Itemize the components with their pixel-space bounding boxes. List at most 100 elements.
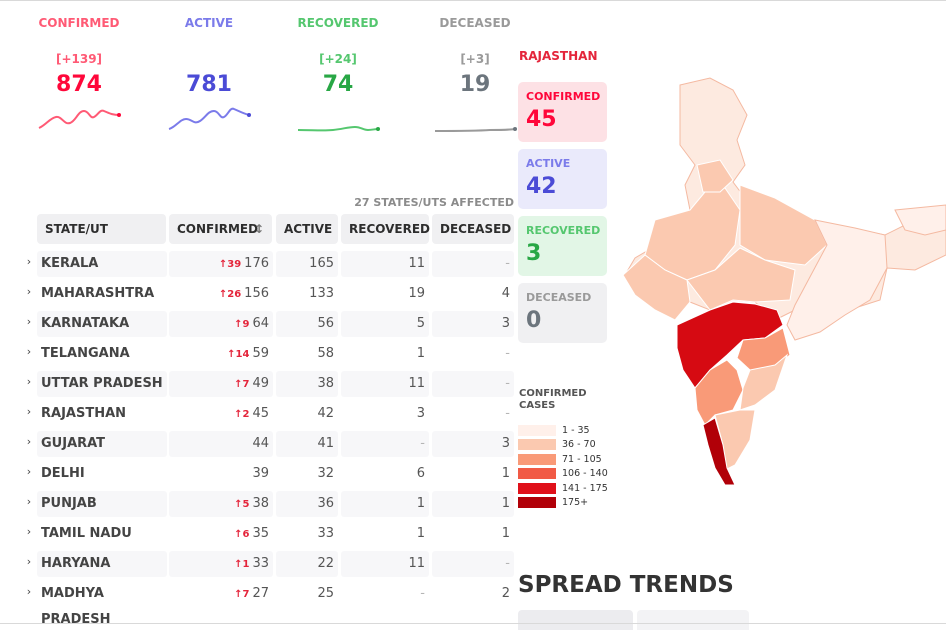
header-deceased-label: DECEASED (440, 222, 512, 236)
delta-up-icon: ↑ (234, 379, 243, 390)
state-deceased-value: 0 (526, 308, 542, 333)
legend-item: 175+ (518, 496, 608, 511)
chevron-right-icon[interactable]: › (26, 405, 32, 418)
table-row[interactable]: › TAMIL NADU ↑6 35 33 1 1 (22, 521, 514, 547)
header-active[interactable]: ACTIVE (276, 214, 338, 244)
table-row[interactable]: › MAHARASHTRA ↑26 156 133 19 4 (22, 281, 514, 307)
cell-state: TELANGANA (41, 346, 130, 361)
legend-item: 1 - 35 (518, 423, 608, 438)
chevron-right-icon[interactable]: › (26, 435, 32, 448)
cell-recovered: 3 (416, 406, 425, 421)
trend-tab-2[interactable] (637, 610, 749, 630)
header-recovered[interactable]: RECOVERED (341, 214, 430, 244)
stat-active: ACTIVE 781 (149, 16, 269, 135)
delta-up-icon: ↑ (234, 319, 243, 330)
cell-confirmed-value: 39 (252, 466, 269, 481)
cell-confirmed-value: 156 (244, 286, 269, 301)
chevron-right-icon[interactable]: › (26, 375, 32, 388)
active-sparkline (168, 107, 251, 130)
chevron-right-icon[interactable]: › (26, 255, 32, 268)
table-row[interactable]: › RAJASTHAN ↑2 45 42 3 - (22, 401, 514, 427)
cell-recovered: - (420, 586, 425, 601)
table-row[interactable]: › MADHYA PRADESH ↑7 27 25 - 2 (22, 581, 514, 627)
cell-active: 42 (317, 406, 334, 421)
table-row[interactable]: › GUJARAT 44 41-3 (22, 431, 514, 457)
cell-confirmed-delta: 39 (227, 259, 242, 270)
states-affected-count: 27 STATES/UTS AFFECTED (354, 196, 514, 209)
cell-confirmed: ↑1 33 (169, 551, 273, 577)
stat-active-value: 781 (186, 72, 232, 97)
cell-active: 133 (309, 286, 334, 301)
table-row[interactable]: › DELHI 39 32 6 1 (22, 461, 514, 487)
legend-label: 71 - 105 (562, 453, 602, 465)
state-deceased-card: DECEASED 0 (518, 283, 607, 343)
delta-up-icon: ↑ (234, 589, 243, 600)
cell-active: 41 (276, 431, 338, 457)
table-row[interactable]: › PUNJAB ↑5 38 36 1 1 (22, 491, 514, 517)
legend-label: 106 - 140 (562, 468, 608, 480)
table-row[interactable]: › UTTAR PRADESH ↑7 49 38 11- (22, 371, 514, 397)
table-row[interactable]: › KARNATAKA ↑9 64 56 5 3 (22, 311, 514, 337)
stat-confirmed-delta: [+139] (55, 52, 103, 66)
map-region-andhra-pradesh[interactable] (739, 353, 789, 411)
india-map[interactable] (615, 70, 946, 490)
header-active-label: ACTIVE (284, 222, 333, 236)
map-region-madhya-pradesh[interactable] (686, 247, 796, 311)
cell-recovered: 11 (341, 551, 429, 577)
map-region-karnataka[interactable] (694, 359, 744, 426)
chevron-right-icon[interactable]: › (26, 285, 32, 298)
cell-deceased: - (505, 346, 510, 361)
confirmed-sparkline (38, 109, 121, 129)
delta-up-icon: ↑ (218, 259, 228, 270)
legend-item: 71 - 105 (518, 452, 608, 467)
stat-deceased-delta: [+3] (460, 52, 490, 66)
chevron-right-icon[interactable]: › (26, 555, 32, 568)
cell-confirmed-delta: 26 (227, 289, 242, 300)
legend-label: 1 - 35 (562, 424, 590, 436)
legend-title-line2: CASES (519, 400, 556, 411)
legend-swatch (518, 497, 556, 509)
table-row[interactable]: › HARYANA ↑1 33 22 11- (22, 551, 514, 577)
cell-confirmed: ↑2 45 (169, 401, 273, 427)
table-row[interactable]: › KERALA ↑39 176 165 11- (22, 251, 514, 277)
top-divider (0, 0, 946, 1)
cell-active: 56 (276, 311, 338, 337)
header-deceased[interactable]: DECEASED (432, 214, 514, 244)
table-row[interactable]: › TELANGANA ↑14 59 58 1 - (22, 341, 514, 367)
cell-confirmed-value: 64 (252, 316, 269, 331)
map-region-east[interactable] (786, 219, 888, 341)
chevron-right-icon[interactable]: › (26, 495, 32, 508)
chevron-right-icon[interactable]: › (26, 345, 32, 358)
header-confirmed[interactable]: CONFIRMED ↕ (169, 214, 272, 244)
state-panel-title: RAJASTHAN (519, 49, 598, 63)
stat-confirmed-value: 874 (56, 72, 102, 97)
cell-active: 38 (276, 371, 338, 397)
chevron-right-icon[interactable]: › (26, 315, 32, 328)
cell-confirmed-delta: 6 (242, 529, 250, 540)
state-recovered-value: 3 (526, 241, 542, 266)
cell-state: KERALA (37, 251, 167, 277)
map-region-haryana-punjab[interactable] (696, 159, 734, 193)
cell-deceased: 1 (501, 466, 510, 481)
chevron-right-icon[interactable]: › (26, 585, 32, 598)
cell-confirmed-delta: 14 (235, 349, 250, 360)
legend-label: 175+ (562, 497, 589, 509)
map-region-northeast[interactable] (894, 204, 946, 236)
cell-deceased: 3 (432, 311, 514, 337)
map-region-gujarat[interactable] (622, 254, 691, 321)
map-region-uttar-pradesh[interactable] (739, 184, 828, 266)
chevron-right-icon[interactable]: › (26, 465, 32, 478)
delta-up-icon: ↑ (234, 559, 243, 570)
stat-recovered: RECOVERED [+24] 74 (278, 16, 398, 135)
map-region-kerala[interactable] (702, 417, 736, 486)
header-state[interactable]: STATE/UT (37, 214, 166, 244)
chevron-right-icon[interactable]: › (26, 525, 32, 538)
state-confirmed-value: 45 (526, 107, 557, 132)
cell-recovered: 6 (416, 466, 425, 481)
cell-active: 165 (276, 251, 338, 277)
cell-active: 33 (317, 526, 334, 541)
trend-tab-1[interactable] (518, 610, 633, 630)
cell-confirmed-value: 38 (252, 496, 269, 511)
cell-state: UTTAR PRADESH (37, 371, 167, 397)
cell-confirmed-delta: 5 (242, 499, 250, 510)
